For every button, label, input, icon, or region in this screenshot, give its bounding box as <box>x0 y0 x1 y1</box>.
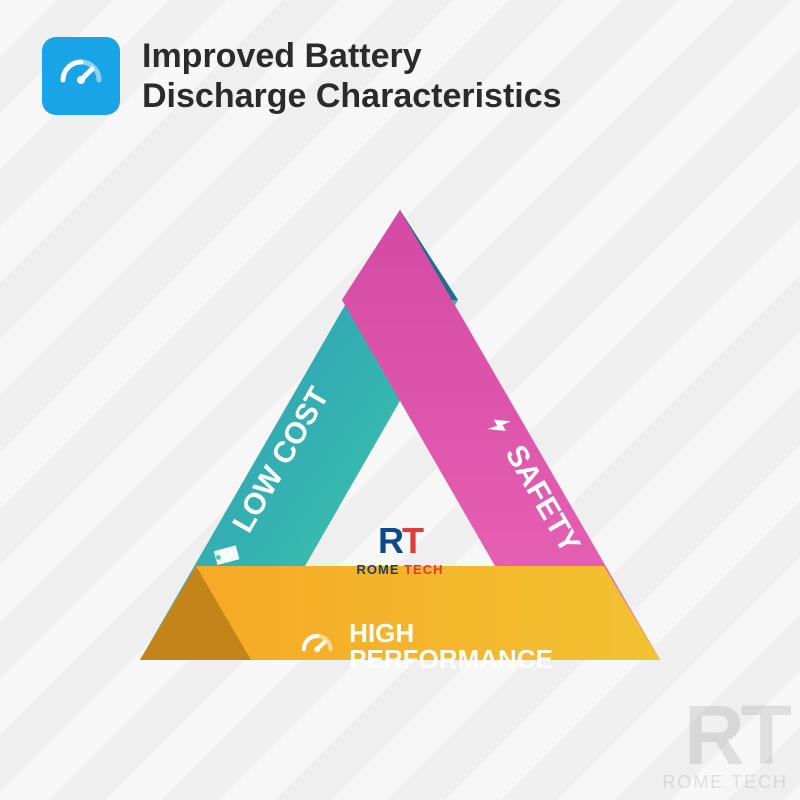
gauge-icon <box>42 37 120 115</box>
logo-brand-2: TECH <box>404 562 443 577</box>
logo-t: T <box>402 520 422 561</box>
watermark-brand: ROME TECH <box>662 774 788 790</box>
logo-r: R <box>378 520 402 561</box>
bottom-side-label: HIGH PERFORMANCE <box>297 620 553 672</box>
title-line1: Improved Battery <box>142 37 422 75</box>
title-line2: Discharge Characteristics <box>142 77 562 115</box>
logo-brand-1: ROME <box>356 562 399 577</box>
center-brand-logo: RT ROME TECH <box>356 520 443 577</box>
header: Improved Battery Discharge Characteristi… <box>42 36 562 116</box>
watermark: RT ROME TECH <box>662 698 788 790</box>
bottom-label-line2: PERFORMANCE <box>349 644 553 674</box>
gauge-icon <box>297 626 337 666</box>
triangle-infographic: LOW COST SAFETY HIGH PERFORMANCE RT <box>80 180 720 740</box>
watermark-rt: RT <box>662 698 788 774</box>
page-title: Improved Battery Discharge Characteristi… <box>142 36 562 116</box>
